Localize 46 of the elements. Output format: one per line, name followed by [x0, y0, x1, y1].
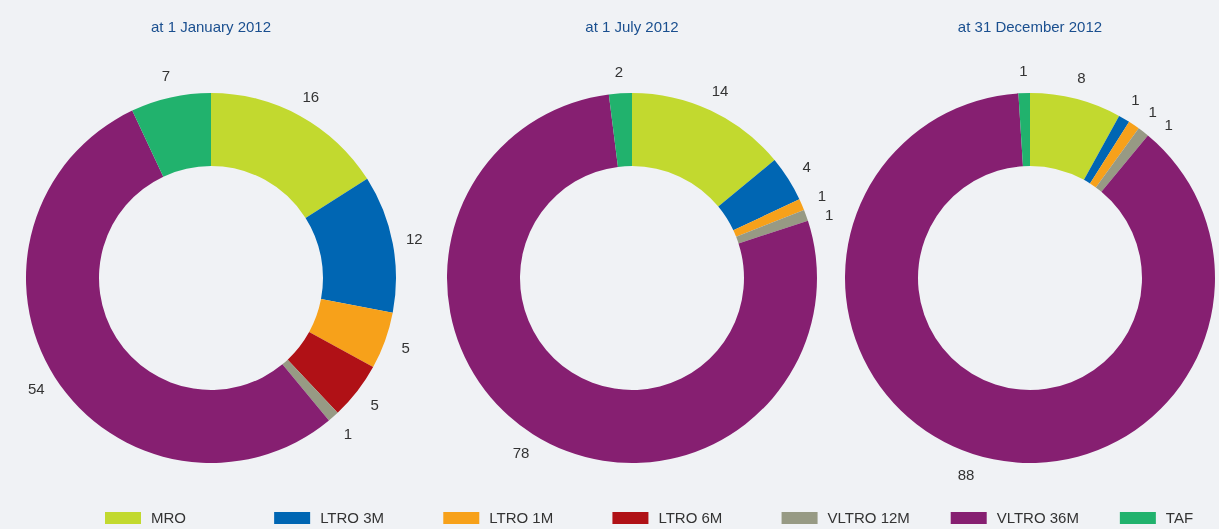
data-label: 1: [1148, 102, 1157, 120]
donut-slice: [305, 178, 396, 313]
legend-label: LTRO 6M: [658, 509, 723, 526]
legend-label: VLTRO 36M: [996, 509, 1079, 526]
legend-label: TAF: [1165, 509, 1194, 526]
donut-slice: [447, 94, 817, 463]
donut-slice: [132, 93, 211, 177]
data-label: 1: [343, 424, 353, 442]
data-label: 8: [1077, 68, 1086, 86]
donut-slice: [1083, 115, 1130, 184]
chart-title: at 31 December 2012: [957, 18, 1103, 35]
data-label: 1: [817, 187, 827, 205]
donut-slice: [309, 298, 393, 368]
data-label: 4: [802, 158, 811, 176]
donut-slice: [282, 359, 338, 421]
donut-slice: [1018, 93, 1030, 167]
legend-label: MRO: [151, 509, 186, 526]
chart-title: at 1 July 2012: [585, 18, 679, 35]
data-label: 14: [711, 81, 729, 99]
data-label: 88: [957, 466, 975, 484]
donut-slice: [1030, 93, 1120, 180]
donut-slice: [1090, 121, 1139, 188]
donut-slice: [211, 93, 368, 218]
data-label: 5: [370, 396, 379, 414]
donut-slice: [608, 93, 632, 167]
legend-label: LTRO 1M: [489, 509, 554, 526]
donut-slice: [736, 209, 808, 244]
donut-slice: [1095, 128, 1148, 192]
data-label: 1: [1131, 91, 1140, 109]
data-label: 2: [614, 62, 624, 80]
data-label: 12: [405, 230, 423, 248]
data-label: 78: [512, 444, 530, 462]
data-label: 16: [302, 87, 320, 105]
data-label: 1: [1019, 62, 1028, 80]
donut-slice: [733, 199, 805, 237]
data-label: 7: [161, 67, 171, 85]
donut-slice: [26, 110, 329, 463]
data-label: 1: [1164, 115, 1173, 133]
data-label: 5: [401, 339, 410, 357]
donut-slice: [845, 93, 1215, 463]
legend-label: LTRO 3M: [320, 509, 385, 526]
data-label: 1: [825, 206, 834, 224]
chart-title: at 1 January 2012: [150, 18, 272, 35]
data-label: 54: [27, 380, 45, 398]
legend-label: VLTRO 12M: [827, 509, 910, 526]
donut-slice: [718, 160, 800, 231]
